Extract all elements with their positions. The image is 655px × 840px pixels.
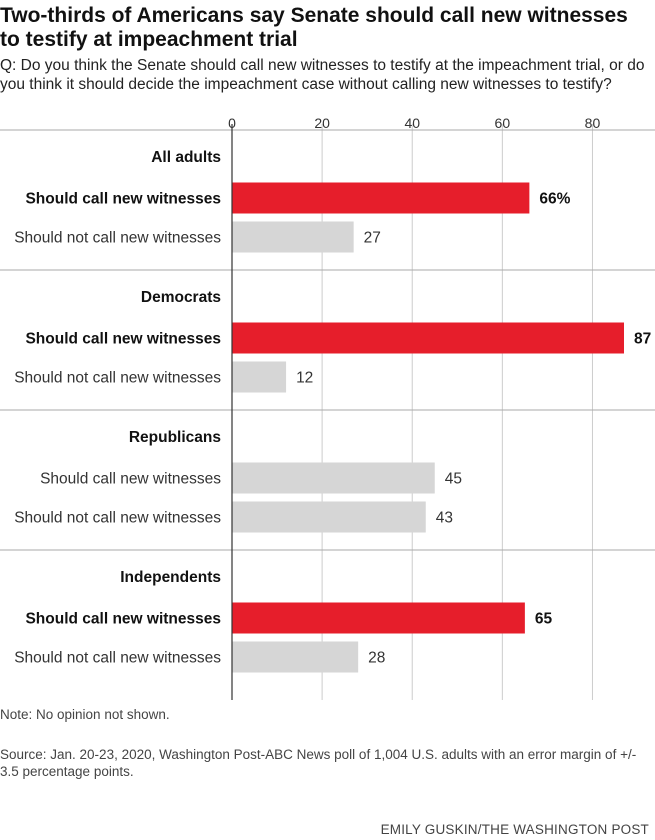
survey-question: Q: Do you think the Senate should call n… bbox=[0, 57, 645, 93]
bar-category-label: Should call new witnesses bbox=[25, 611, 221, 628]
bar-value-label: 12 bbox=[296, 370, 313, 387]
group-label: Democrats bbox=[141, 289, 221, 306]
bar-value-label: 87 bbox=[634, 331, 651, 348]
bar bbox=[232, 361, 287, 393]
chart-credit: EMILY GUSKIN/THE WASHINGTON POST bbox=[380, 822, 649, 837]
bar bbox=[232, 501, 426, 533]
bar-value-label: 45 bbox=[445, 471, 462, 488]
x-tick-label: 0 bbox=[228, 115, 236, 131]
chart-title: Two-thirds of Americans say Senate shoul… bbox=[0, 4, 628, 51]
bar-category-label: Should call new witnesses bbox=[25, 331, 221, 348]
bar-value-label: 66% bbox=[539, 191, 570, 208]
bar-category-label: Should not call new witnesses bbox=[14, 510, 221, 527]
bar bbox=[232, 641, 359, 673]
bar bbox=[232, 462, 435, 494]
x-tick-label: 20 bbox=[314, 115, 330, 131]
bar-category-label: Should not call new witnesses bbox=[14, 650, 221, 667]
bar bbox=[232, 182, 530, 214]
bar-category-label: Should not call new witnesses bbox=[14, 370, 221, 387]
bar-value-label: 28 bbox=[368, 650, 385, 667]
x-tick-label: 80 bbox=[585, 115, 601, 131]
group-label: All adults bbox=[151, 149, 221, 166]
bar bbox=[232, 221, 354, 253]
bar-category-label: Should not call new witnesses bbox=[14, 230, 221, 247]
x-tick-label: 60 bbox=[495, 115, 511, 131]
bar-category-label: Should call new witnesses bbox=[40, 471, 221, 488]
group-label: Independents bbox=[120, 569, 221, 586]
chart-source: Source: Jan. 20-23, 2020, Washington Pos… bbox=[0, 747, 637, 779]
bar-value-label: 27 bbox=[364, 230, 381, 247]
bar-value-label: 65 bbox=[535, 611, 553, 628]
bar bbox=[232, 322, 624, 354]
bar-value-label: 43 bbox=[436, 510, 453, 527]
bar bbox=[232, 602, 525, 634]
x-tick-label: 40 bbox=[404, 115, 420, 131]
chart-note: Note: No opinion not shown. bbox=[0, 707, 170, 722]
bar-chart: 0 20 40 60 80 All adults Should call new witne… bbox=[0, 115, 655, 700]
bar-category-label: Should call new witnesses bbox=[25, 191, 221, 208]
group-label: Republicans bbox=[129, 429, 221, 446]
